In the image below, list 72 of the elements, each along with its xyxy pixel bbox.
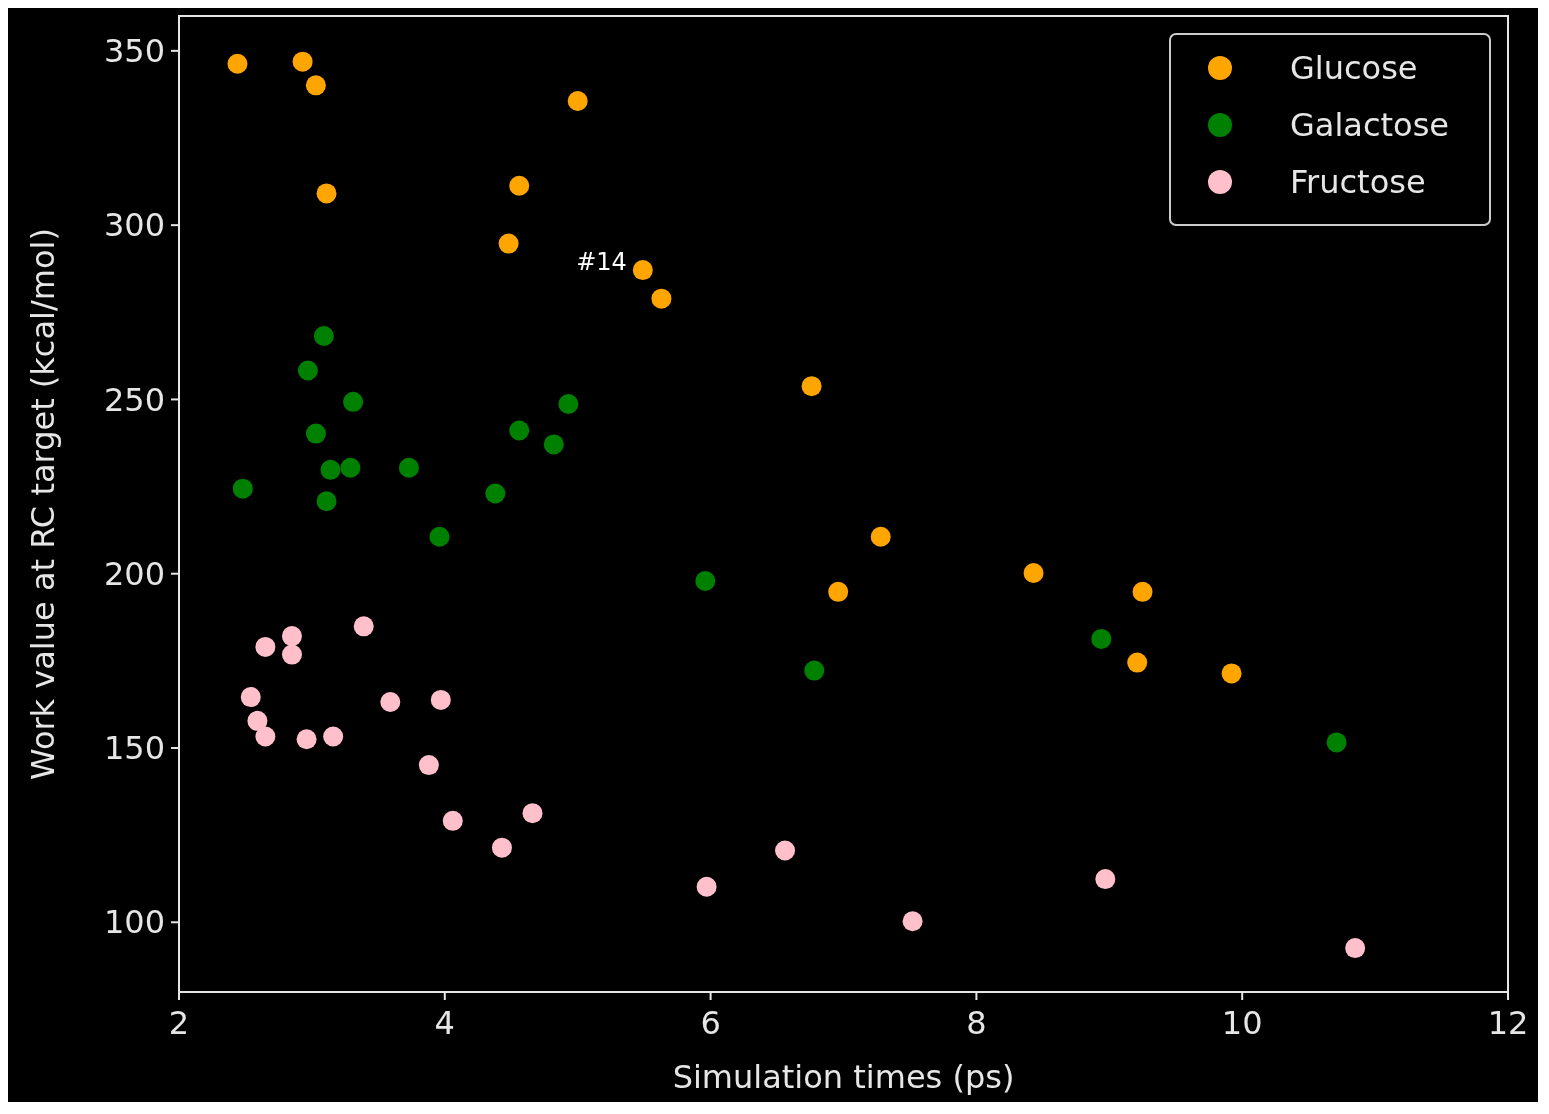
x-tick-label: 6 (700, 1004, 721, 1042)
point (498, 233, 519, 254)
y-tick-label: 350 (103, 32, 165, 71)
y-tick-label: 150 (103, 729, 165, 768)
point (305, 75, 326, 96)
legend-label: Galactose (1290, 106, 1449, 145)
point (1023, 563, 1044, 583)
point (380, 692, 401, 712)
point (801, 376, 822, 397)
point (340, 457, 361, 478)
point (442, 810, 463, 831)
x-tick-label: 12 (1487, 1004, 1529, 1042)
point (1091, 628, 1112, 649)
point (353, 616, 374, 637)
legend-label: Glucose (1290, 49, 1418, 88)
annotation: #14 (576, 248, 627, 277)
point (1221, 663, 1242, 684)
point (1345, 938, 1366, 959)
point (292, 51, 313, 72)
point (296, 729, 317, 750)
point (232, 478, 253, 499)
point (775, 840, 796, 861)
point (316, 183, 337, 204)
y-tick-label: 300 (103, 206, 165, 245)
point (1127, 652, 1148, 673)
point (695, 571, 716, 592)
point (305, 423, 326, 444)
x-axis-title: Simulation times (ps) (672, 1058, 1015, 1096)
point (1326, 732, 1347, 753)
point (418, 755, 439, 776)
point (320, 459, 341, 480)
point (313, 326, 334, 346)
point (651, 288, 672, 309)
point (430, 689, 451, 710)
y-axis-title: Work value at RC target (kcal/mol) (24, 228, 62, 780)
point (297, 360, 318, 381)
x-tick-label: 4 (434, 1004, 455, 1042)
point (558, 393, 579, 414)
x-tick-label: 8 (966, 1004, 987, 1042)
point (902, 911, 923, 932)
point (1095, 869, 1116, 890)
point (398, 457, 419, 478)
point (255, 726, 276, 747)
point (281, 626, 302, 647)
point (240, 687, 261, 708)
point (870, 526, 891, 547)
point (316, 491, 337, 512)
y-tick-label: 100 (103, 903, 165, 942)
point (247, 710, 268, 731)
point (522, 803, 543, 824)
point (509, 175, 530, 196)
point (567, 91, 588, 112)
point (343, 391, 364, 412)
point (828, 581, 849, 602)
x-tick-label: 10 (1221, 1004, 1263, 1042)
x-tick-label: 2 (168, 1004, 190, 1042)
point (509, 420, 530, 441)
point (485, 483, 506, 504)
point (429, 526, 450, 547)
point (227, 53, 248, 74)
y-tick-label: 250 (103, 380, 165, 419)
point (543, 434, 564, 455)
point (323, 726, 344, 747)
legend-label: Fructose (1290, 163, 1426, 202)
y-tick-label: 200 (103, 554, 165, 593)
point (491, 837, 512, 858)
point (1132, 581, 1153, 602)
point (255, 636, 276, 657)
point (804, 660, 825, 681)
point (632, 260, 653, 281)
point (696, 876, 717, 897)
point (281, 644, 302, 665)
